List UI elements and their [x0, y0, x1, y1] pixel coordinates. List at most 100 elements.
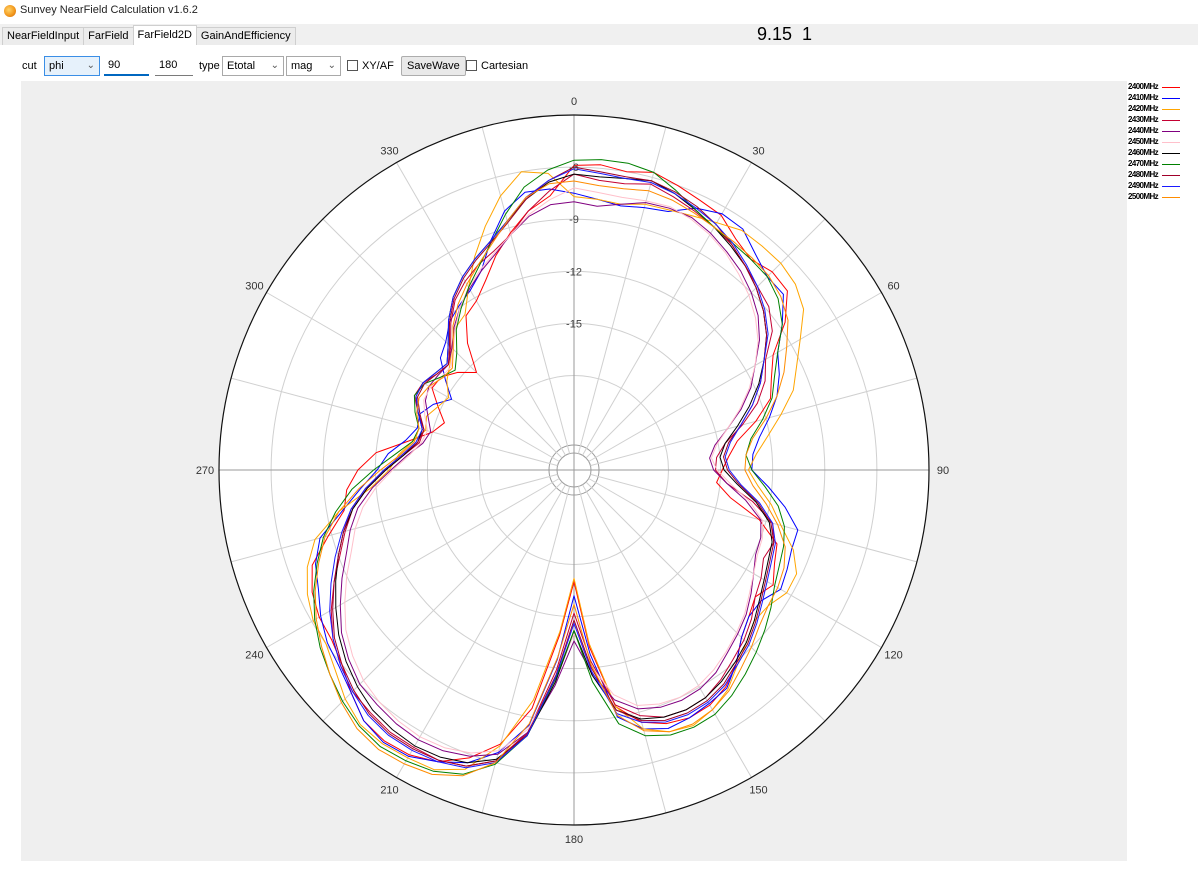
radial-tick-label: -12: [566, 266, 582, 278]
grid-spoke: [322, 481, 563, 722]
legend-label: 2410MHz: [1128, 93, 1159, 102]
radial-tick-label: -15: [566, 318, 582, 330]
legend-item: 2400MHz: [1128, 81, 1180, 92]
angle-tick-label: 150: [749, 785, 767, 797]
tab-farfield2d[interactable]: FarField2D: [132, 25, 197, 45]
cut-label: cut: [22, 60, 37, 72]
series-layer: [306, 159, 805, 777]
legend-item: 2440MHz: [1128, 125, 1180, 136]
legend-label: 2500MHz: [1128, 192, 1159, 201]
series-line-2490MHz: [329, 168, 776, 769]
legend-item: 2450MHz: [1128, 136, 1180, 147]
grid-spoke: [266, 292, 560, 462]
polar-plot-panel: 0 30 60 90 120 150 180 210 240 270 300 330 -6 -9 -12 -1…: [21, 81, 1127, 861]
cartesian-label: Cartesian: [481, 60, 529, 72]
legend-swatch: [1162, 197, 1180, 198]
legend-swatch: [1162, 120, 1180, 121]
legend-swatch: [1162, 142, 1180, 143]
xyaf-label: XY/AF: [362, 60, 394, 72]
cut-to-input[interactable]: 180: [155, 56, 193, 76]
chevron-down-icon: ⌄: [86, 60, 95, 71]
xyaf-checkbox[interactable]: [347, 60, 358, 71]
angle-tick-label: 0: [571, 96, 577, 108]
grid-spoke: [396, 162, 566, 456]
legend-item: 2460MHz: [1128, 147, 1180, 158]
angle-tick-label: 210: [380, 785, 398, 797]
grid-spoke: [481, 126, 571, 454]
grid-spoke: [590, 473, 918, 563]
angle-tick-label: 90: [937, 465, 949, 477]
legend-item: 2410MHz: [1128, 92, 1180, 103]
legend-label: 2400MHz: [1128, 82, 1159, 91]
series-line-2500MHz: [314, 180, 789, 777]
legend-swatch: [1162, 131, 1180, 132]
legend-item: 2490MHz: [1128, 180, 1180, 191]
grid-spoke: [577, 126, 667, 454]
scale-select-value: mag: [291, 60, 313, 72]
grid-spoke: [590, 377, 918, 467]
legend-swatch: [1162, 186, 1180, 187]
angle-tick-label: 120: [884, 650, 902, 662]
legend-label: 2470MHz: [1128, 159, 1159, 168]
legend-item: 2430MHz: [1128, 114, 1180, 125]
legend-label: 2430MHz: [1128, 115, 1159, 124]
grid-spoke: [396, 484, 566, 778]
grid-spoke: [588, 292, 882, 462]
tab-gainandefficiency[interactable]: GainAndEfficiency: [195, 27, 296, 45]
legend-label: 2450MHz: [1128, 137, 1159, 146]
legend-swatch: [1162, 109, 1180, 110]
legend-label: 2420MHz: [1128, 104, 1159, 113]
tab-nearfieldinput[interactable]: NearFieldInput: [2, 27, 85, 45]
angle-tick-label: 300: [245, 281, 263, 293]
grid-spoke: [582, 484, 752, 778]
grid-spoke: [585, 218, 826, 459]
angle-tick-label: 240: [245, 650, 263, 662]
radial-tick-label: -6: [569, 162, 579, 174]
type-select[interactable]: Etotal ⌄: [222, 56, 284, 76]
tab-strip: NearFieldInput FarField FarField2D GainA…: [0, 24, 1198, 45]
legend-swatch: [1162, 164, 1180, 165]
cartesian-checkbox[interactable]: [466, 60, 477, 71]
grid-spoke: [266, 478, 560, 648]
legend-label: 2460MHz: [1128, 148, 1159, 157]
cut-select-value: phi: [49, 60, 64, 72]
angle-tick-label: 30: [752, 145, 764, 157]
legend: 2400MHz 2410MHz 2420MHz 2430MHz 2440MHz 2450M…: [1128, 81, 1196, 281]
legend-swatch: [1162, 175, 1180, 176]
legend-item: 2500MHz: [1128, 191, 1180, 202]
legend-label: 2480MHz: [1128, 170, 1159, 179]
angle-tick-label: 270: [196, 465, 214, 477]
radial-tick-label: -9: [569, 214, 579, 226]
label-layer: 0 30 60 90 120 150 180 210 240 270 300 330 -6 -9 -12 -1…: [196, 96, 949, 846]
legend-item: 2480MHz: [1128, 169, 1180, 180]
legend-label: 2440MHz: [1128, 126, 1159, 135]
grid-spoke: [577, 486, 667, 814]
legend-swatch: [1162, 153, 1180, 154]
savewave-button[interactable]: SaveWave: [401, 56, 466, 76]
chevron-down-icon: ⌄: [270, 60, 279, 71]
legend-item: 2470MHz: [1128, 158, 1180, 169]
legend-item: 2420MHz: [1128, 103, 1180, 114]
chevron-down-icon: ⌄: [327, 60, 336, 71]
toolbar: cut phi ⌄ 90 180 type Etotal ⌄ mag ⌄ XY/…: [0, 45, 1198, 78]
grid-spoke: [230, 377, 558, 467]
tab-farfield[interactable]: FarField: [83, 27, 134, 45]
cut-from-input[interactable]: 90: [104, 56, 149, 76]
header-value-readout: 9.15 1: [757, 24, 813, 44]
grid-spoke: [322, 218, 563, 459]
legend-swatch: [1162, 87, 1180, 88]
angle-tick-label: 60: [887, 281, 899, 293]
scale-select[interactable]: mag ⌄: [286, 56, 341, 76]
app-logo-icon: [4, 5, 16, 17]
legend-swatch: [1162, 98, 1180, 99]
angle-tick-label: 180: [565, 834, 583, 846]
grid-spoke: [582, 162, 752, 456]
outer-ring: [218, 114, 930, 826]
grid-spoke: [230, 473, 558, 563]
tab-list: NearFieldInput FarField FarField2D GainA…: [2, 25, 296, 45]
series-line-2420MHz: [306, 171, 805, 771]
legend-label: 2490MHz: [1128, 181, 1159, 190]
cut-select[interactable]: phi ⌄: [44, 56, 100, 76]
angle-tick-label: 330: [380, 145, 398, 157]
window-title: Sunvey NearField Calculation v1.6.2: [20, 4, 198, 16]
